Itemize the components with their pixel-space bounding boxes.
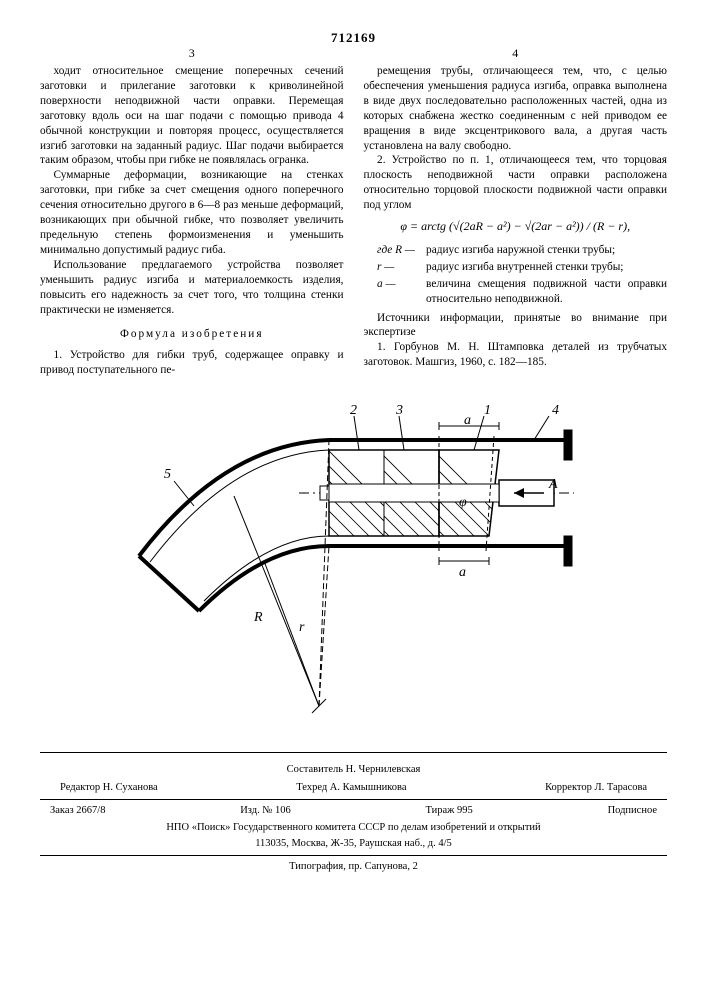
para: ходит относительное смещение поперечных … xyxy=(40,64,344,168)
sym: r — xyxy=(377,260,422,275)
dim-A: A xyxy=(548,477,558,492)
address: 113035, Москва, Ж-35, Раушская наб., д. … xyxy=(40,837,667,851)
source-ref: 1. Горбунов М. Н. Штамповка деталей из т… xyxy=(364,340,668,370)
divider xyxy=(40,752,667,753)
sources-heading: Источники информации, принятые во вниман… xyxy=(364,311,668,341)
def: радиус изгиба наружной стенки трубы; xyxy=(426,243,667,258)
footer: Составитель Н. Чернилевская Редактор Н. … xyxy=(40,763,667,874)
sym: a — xyxy=(377,277,422,307)
page: 712169 3 ходит относительное смещение по… xyxy=(0,0,707,894)
math-formula: φ = arctg (√(2aR − a²) − √(2ar − a²)) / … xyxy=(364,219,668,235)
left-column: 3 ходит относительное смещение поперечны… xyxy=(40,64,344,378)
compiler: Составитель Н. Чернилевская xyxy=(40,763,667,777)
pub-row: Заказ 2667/8 Изд. № 106 Тираж 995 Подпис… xyxy=(40,804,667,818)
para: 2. Устройство по п. 1, отличающееся тем,… xyxy=(364,153,668,213)
tirazh: Тираж 995 xyxy=(426,804,473,818)
text-columns: 3 ходит относительное смещение поперечны… xyxy=(40,64,667,378)
formula-heading: Формула изобретения xyxy=(40,327,344,342)
credits-row: Редактор Н. Суханова Техред А. Камышнико… xyxy=(40,781,667,795)
dim-R: R xyxy=(253,610,263,625)
fig-label-3: 3 xyxy=(395,403,403,418)
tech-editor: Техред А. Камышникова xyxy=(296,781,406,795)
para: Использование предлагаемого устройства п… xyxy=(40,258,344,318)
where-row: r — радиус изгиба внутренней стенки труб… xyxy=(377,260,667,275)
def: радиус изгиба внутренней стенки трубы; xyxy=(426,260,667,275)
corrector: Корректор Л. Тарасова xyxy=(545,781,647,795)
subscription: Подписное xyxy=(608,804,657,818)
typography: Типография, пр. Сапунова, 2 xyxy=(40,860,667,874)
where-list: где R — радиус изгиба наружной стенки тр… xyxy=(364,243,668,307)
dim-r: r xyxy=(299,620,305,635)
sym: где R — xyxy=(377,243,422,258)
where-row: a — величина смещения подвижной части оп… xyxy=(377,277,667,307)
order: Заказ 2667/8 xyxy=(50,804,105,818)
divider xyxy=(40,799,667,800)
patent-number: 712169 xyxy=(40,30,667,46)
bending-diagram: 4 1 3 2 5 a a R r A φ xyxy=(104,396,604,736)
fig-label-4: 4 xyxy=(552,403,559,418)
where-row: где R — радиус изгиба наружной стенки тр… xyxy=(377,243,667,258)
editor: Редактор Н. Суханова xyxy=(60,781,158,795)
dim-a-top: a xyxy=(464,413,471,428)
fig-label-5: 5 xyxy=(164,467,171,482)
claim: 1. Устройство для гибки труб, содержащее… xyxy=(40,348,344,378)
col-number-right: 4 xyxy=(512,46,518,62)
para: ремещения трубы, отличающееся тем, что, … xyxy=(364,64,668,153)
organization: НПО «Поиск» Государственного комитета СС… xyxy=(40,821,667,835)
fig-label-2: 2 xyxy=(350,403,357,418)
para: Суммарные деформации, возникающие на сте… xyxy=(40,168,344,257)
fig-label-1: 1 xyxy=(484,403,491,418)
dim-phi: φ xyxy=(459,495,467,510)
col-number-left: 3 xyxy=(189,46,195,62)
def: величина смещения подвижной части оправк… xyxy=(426,277,667,307)
dim-a-bot: a xyxy=(459,565,466,580)
right-column: 4 ремещения трубы, отличающееся тем, что… xyxy=(364,64,668,378)
divider xyxy=(40,855,667,856)
figure: 4 1 3 2 5 a a R r A φ xyxy=(40,396,667,736)
izd: Изд. № 106 xyxy=(240,804,291,818)
